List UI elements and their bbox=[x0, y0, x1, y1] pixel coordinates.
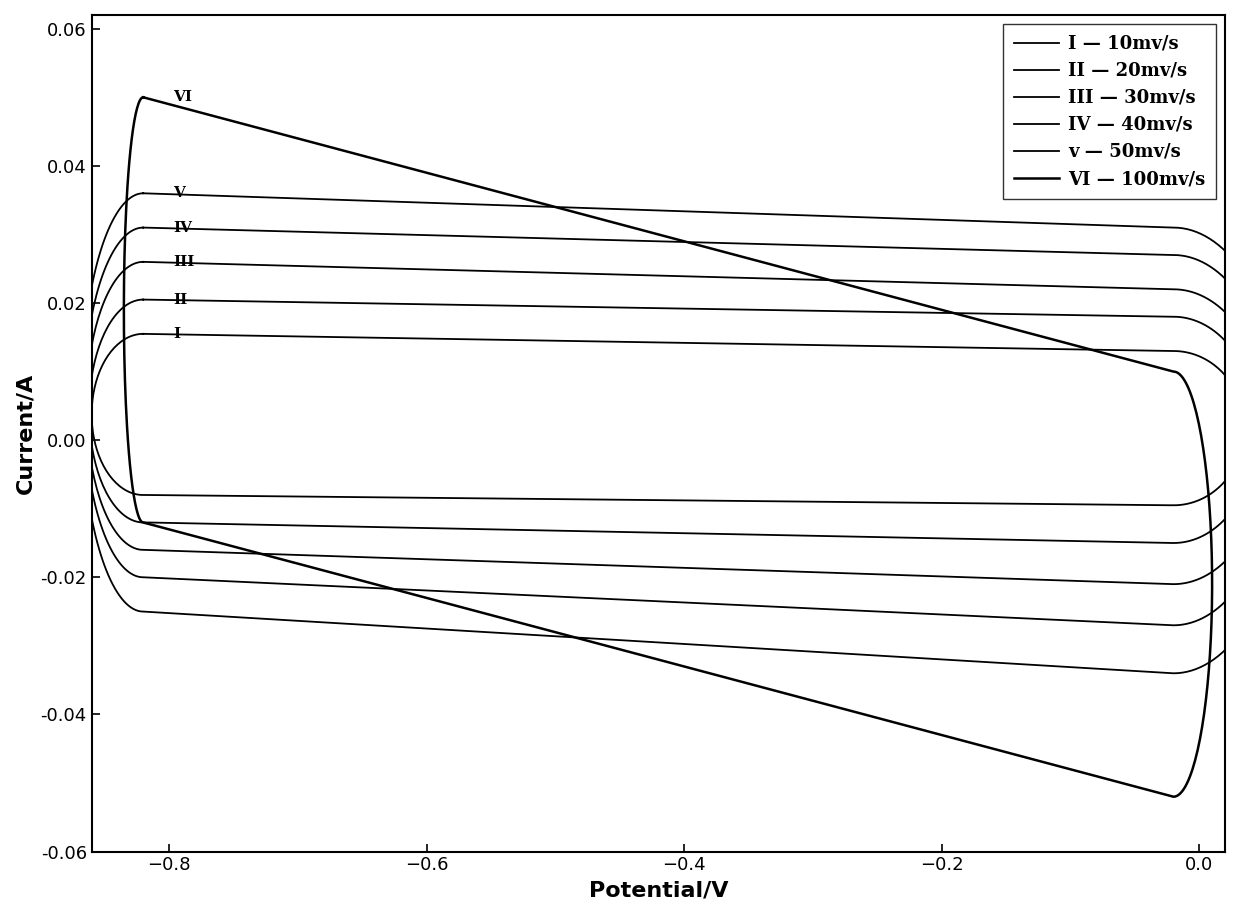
Y-axis label: Current/A: Current/A bbox=[15, 372, 35, 494]
Text: III: III bbox=[172, 255, 195, 269]
Text: VI: VI bbox=[172, 91, 192, 104]
Text: V: V bbox=[172, 187, 185, 200]
Text: IV: IV bbox=[172, 221, 192, 234]
Text: I: I bbox=[172, 327, 180, 341]
Legend: I — 10mv/s, II — 20mv/s, III — 30mv/s, IV — 40mv/s, v — 50mv/s, VI — 100mv/s: I — 10mv/s, II — 20mv/s, III — 30mv/s, I… bbox=[1003, 24, 1216, 199]
X-axis label: Potential/V: Potential/V bbox=[589, 880, 728, 900]
Text: II: II bbox=[172, 293, 187, 307]
